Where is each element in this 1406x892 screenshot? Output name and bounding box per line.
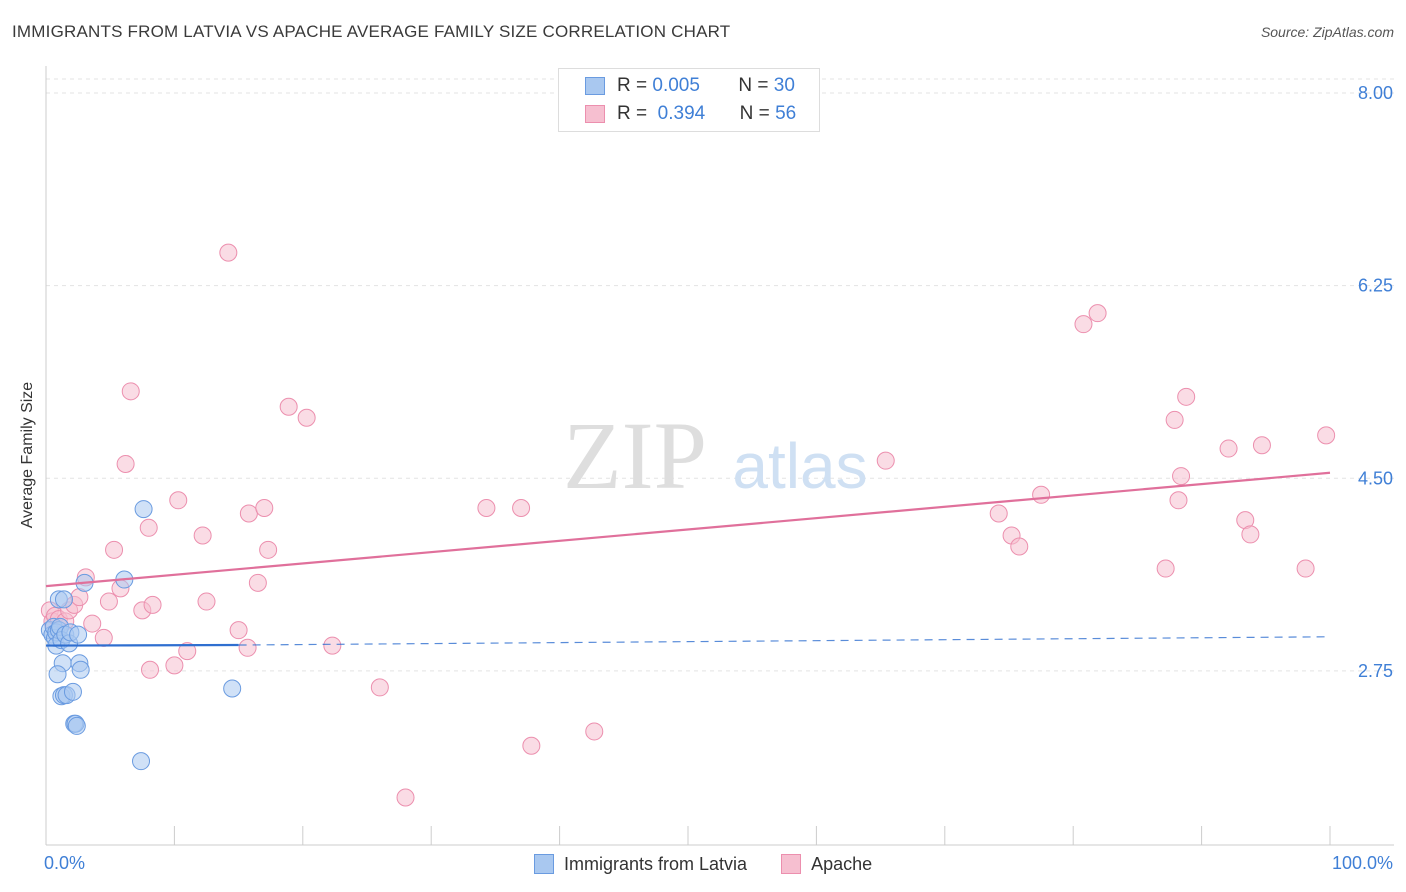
legend-label-apache: Apache bbox=[811, 853, 873, 874]
legend-swatch-latvia bbox=[534, 854, 554, 874]
apache-point bbox=[139, 518, 158, 537]
apache-point bbox=[99, 592, 118, 611]
y-tick-label: 8.00 bbox=[1358, 83, 1393, 103]
watermark-zip: ZIP bbox=[563, 402, 707, 509]
apache-point bbox=[477, 498, 496, 517]
legend-swatch-latvia bbox=[585, 77, 605, 95]
apache-point bbox=[94, 628, 113, 647]
legend-r-value: 0.394 bbox=[657, 103, 706, 124]
watermark-atlas: atlas bbox=[732, 430, 867, 502]
chart-title: IMMIGRANTS FROM LATVIA VS APACHE AVERAGE… bbox=[12, 22, 731, 41]
apache-point bbox=[522, 736, 541, 755]
latvia-point bbox=[54, 590, 73, 609]
source-label: Source: ZipAtlas.com bbox=[1260, 24, 1394, 40]
apache-point bbox=[255, 498, 274, 517]
y-axis-title: Average Family Size bbox=[19, 381, 36, 529]
latvia-point bbox=[132, 752, 151, 771]
legend-row-latvia: R = 0.005 N = 30 bbox=[585, 75, 795, 97]
apache-point bbox=[141, 660, 160, 679]
legend-label-latvia: Immigrants from Latvia bbox=[564, 853, 748, 874]
data-points bbox=[40, 243, 1336, 807]
trend-lines bbox=[45, 471, 1331, 647]
latvia-point bbox=[71, 660, 90, 679]
apache-point bbox=[1169, 491, 1188, 510]
apache-point bbox=[116, 454, 135, 473]
apache-point bbox=[165, 656, 184, 675]
series-legend: Immigrants from Latvia Apache bbox=[534, 852, 872, 876]
latvia-point bbox=[134, 500, 153, 519]
y-tick-label: 2.75 bbox=[1358, 661, 1393, 681]
apache-point bbox=[1088, 304, 1107, 323]
latvia-trend-extension bbox=[238, 636, 1331, 646]
apache-point bbox=[169, 491, 188, 510]
latvia-point bbox=[69, 625, 88, 644]
apache-point bbox=[279, 397, 298, 416]
apache-point bbox=[238, 638, 257, 657]
apache-point bbox=[323, 636, 342, 655]
latvia-point bbox=[48, 665, 67, 684]
apache-point bbox=[121, 382, 140, 401]
apache-point bbox=[1252, 436, 1271, 455]
apache-point bbox=[239, 504, 258, 523]
axes bbox=[45, 66, 1394, 846]
legend-swatch-apache bbox=[585, 105, 605, 123]
apache-point bbox=[1219, 439, 1238, 458]
legend-r-label: R = bbox=[617, 75, 648, 96]
apache-point bbox=[105, 540, 124, 559]
x-tick-label-min: 0.0% bbox=[44, 853, 85, 873]
latvia-point bbox=[67, 716, 86, 735]
apache-point bbox=[1317, 426, 1336, 445]
latvia-point bbox=[63, 682, 82, 701]
apache-point bbox=[178, 642, 197, 661]
apache-point bbox=[396, 788, 415, 807]
legend-n-value: 56 bbox=[775, 103, 797, 124]
apache-point bbox=[297, 408, 316, 427]
correlation-legend: R = 0.005 N = 30 R = 0.394 N = 56 bbox=[558, 68, 820, 132]
legend-n-label: N = bbox=[738, 75, 769, 96]
apache-point bbox=[876, 451, 895, 470]
apache-point bbox=[83, 614, 102, 633]
latvia-trend-line bbox=[45, 643, 239, 647]
apache-point bbox=[1032, 485, 1051, 504]
apache-point bbox=[989, 504, 1008, 523]
apache-point bbox=[512, 498, 531, 517]
apache-point bbox=[197, 592, 216, 611]
apache-point bbox=[1074, 315, 1093, 334]
apache-point bbox=[370, 678, 389, 697]
legend-n-label: N = bbox=[739, 103, 770, 124]
legend-r-value: 0.005 bbox=[652, 75, 700, 96]
x-tick-label-max: 100.0% bbox=[1332, 853, 1393, 873]
apache-point bbox=[1241, 525, 1260, 544]
legend-r-label: R = bbox=[617, 103, 648, 124]
apache-point bbox=[193, 526, 212, 545]
apache-point bbox=[1172, 467, 1191, 486]
y-tick-label: 4.50 bbox=[1358, 468, 1393, 488]
apache-trend-line bbox=[45, 471, 1331, 588]
gridlines bbox=[46, 78, 1394, 672]
legend-swatch-apache bbox=[781, 854, 802, 874]
legend-row-apache: R = 0.394 N = 56 bbox=[585, 103, 796, 125]
apache-point bbox=[1296, 559, 1315, 578]
apache-point bbox=[219, 243, 238, 262]
apache-point bbox=[248, 573, 267, 592]
apache-point bbox=[143, 595, 162, 614]
legend-n-value: 30 bbox=[773, 75, 795, 96]
tick-labels: 8.00 6.25 4.50 2.75 0.0% 100.0% bbox=[44, 83, 1393, 873]
apache-point bbox=[1165, 410, 1184, 429]
apache-point bbox=[585, 722, 604, 741]
latvia-point bbox=[223, 679, 242, 698]
apache-point bbox=[229, 621, 248, 640]
apache-point bbox=[259, 540, 278, 559]
y-tick-label: 6.25 bbox=[1358, 276, 1393, 296]
apache-point bbox=[1177, 387, 1196, 406]
apache-point bbox=[1010, 537, 1029, 556]
apache-point bbox=[1156, 559, 1175, 578]
